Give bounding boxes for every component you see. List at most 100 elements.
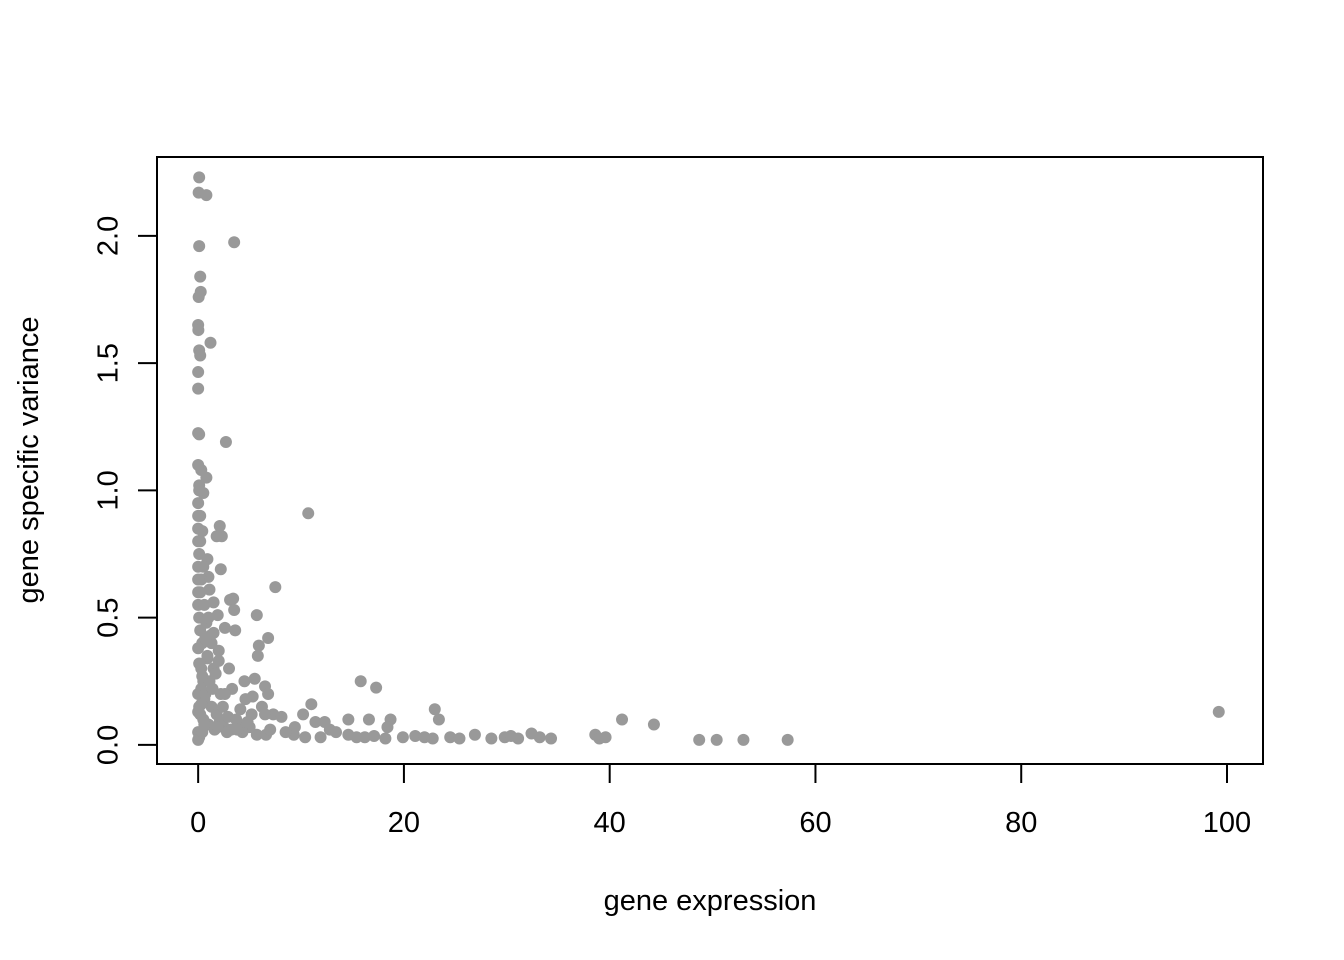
data-point <box>428 703 441 716</box>
data-point <box>616 713 629 726</box>
x-tick-label: 80 <box>1005 807 1037 839</box>
data-point <box>198 598 211 611</box>
data-point <box>647 718 660 731</box>
x-axis: 0 20 40 60 80 100 <box>190 763 1251 839</box>
data-point <box>370 681 383 694</box>
data-point <box>194 270 207 283</box>
data-point <box>193 548 206 561</box>
data-point <box>213 520 226 533</box>
data-point <box>468 728 481 741</box>
data-point <box>201 649 214 662</box>
data-point <box>238 675 251 688</box>
data-point <box>305 698 318 711</box>
data-point <box>192 497 205 510</box>
data-point <box>262 688 275 701</box>
data-point <box>599 731 612 744</box>
data-point <box>209 667 222 680</box>
data-point <box>202 611 215 624</box>
data-point <box>192 382 205 395</box>
data-point <box>737 733 750 746</box>
data-point <box>198 718 211 731</box>
data-point <box>192 560 205 573</box>
data-point <box>396 731 409 744</box>
data-point <box>381 721 394 734</box>
data-point <box>192 290 205 303</box>
data-point <box>252 639 265 652</box>
data-point <box>251 649 264 662</box>
y-tick-label: 0.0 <box>93 725 125 765</box>
data-point <box>194 586 207 599</box>
data-point <box>314 731 327 744</box>
plot-frame <box>156 156 1264 765</box>
data-point <box>192 522 205 535</box>
data-point <box>426 732 439 745</box>
data-point <box>354 675 367 688</box>
data-point <box>192 458 205 471</box>
data-point <box>193 484 206 497</box>
data-point <box>533 731 546 744</box>
data-point <box>358 731 371 744</box>
data-point <box>192 324 205 337</box>
data-point <box>218 621 231 634</box>
data-point <box>219 436 232 449</box>
data-points <box>192 171 1225 746</box>
data-point <box>279 726 292 739</box>
data-point <box>194 535 207 548</box>
y-tick-label: 1.0 <box>93 470 125 510</box>
data-point <box>330 726 343 739</box>
data-point <box>211 721 224 734</box>
data-point <box>227 592 240 605</box>
data-point <box>234 703 247 716</box>
data-point <box>299 731 312 744</box>
data-point <box>212 644 225 657</box>
data-point <box>350 731 363 744</box>
x-tick-label: 40 <box>594 807 626 839</box>
data-point <box>362 713 375 726</box>
x-tick-label: 0 <box>190 807 206 839</box>
x-axis-title: gene expression <box>604 885 817 917</box>
data-point <box>444 731 457 744</box>
data-point <box>207 626 220 639</box>
y-axis: 0.0 0.5 1.0 1.5 2.0 <box>93 216 158 765</box>
data-point <box>192 573 205 586</box>
data-point <box>259 708 272 721</box>
data-point <box>211 609 224 622</box>
y-tick-label: 2.0 <box>93 216 125 256</box>
data-point <box>379 732 392 745</box>
data-point <box>193 240 206 253</box>
data-point <box>194 349 207 362</box>
data-point <box>192 705 205 718</box>
data-point <box>275 710 288 723</box>
data-point <box>512 732 525 745</box>
data-point <box>192 509 205 522</box>
data-point <box>485 732 498 745</box>
x-tick-label: 20 <box>388 807 420 839</box>
x-tick-label: 60 <box>799 807 831 839</box>
data-point <box>192 366 205 379</box>
data-point <box>218 688 231 701</box>
data-point <box>250 728 263 741</box>
data-point <box>212 654 225 667</box>
data-point <box>228 236 241 249</box>
x-tick-label: 100 <box>1203 807 1251 839</box>
data-point <box>193 428 206 441</box>
data-point <box>193 171 206 184</box>
y-tick-label: 0.5 <box>93 597 125 637</box>
data-point <box>453 732 466 745</box>
data-point <box>204 336 217 349</box>
y-axis-title: gene specific variance <box>13 317 45 604</box>
data-point <box>206 682 219 695</box>
data-point <box>248 672 261 685</box>
data-point <box>545 732 558 745</box>
data-point <box>781 733 794 746</box>
data-point <box>710 733 723 746</box>
data-point <box>231 723 244 736</box>
data-point <box>432 713 445 726</box>
data-point <box>1212 705 1225 718</box>
data-point <box>203 583 216 596</box>
data-point <box>693 733 706 746</box>
y-tick-label: 1.5 <box>93 343 125 383</box>
data-point <box>262 632 275 645</box>
data-point <box>342 713 355 726</box>
